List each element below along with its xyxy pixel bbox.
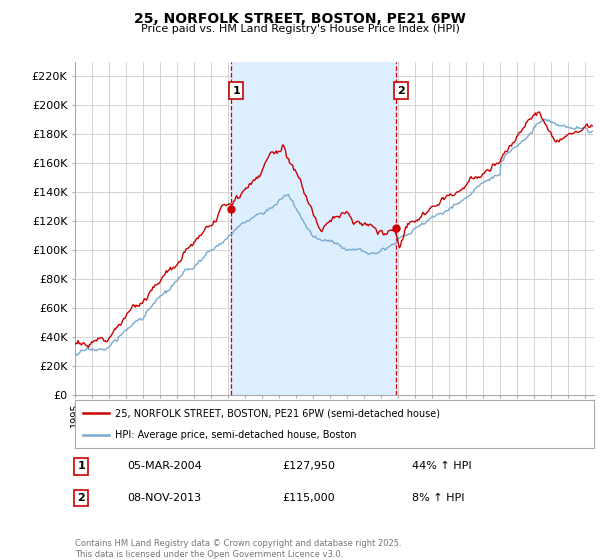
Bar: [231, 62, 396, 395]
Text: 08-NOV-2013: 08-NOV-2013: [127, 493, 201, 503]
Text: 25, NORFOLK STREET, BOSTON, PE21 6PW (semi-detached house): 25, NORFOLK STREET, BOSTON, PE21 6PW (se…: [115, 408, 440, 418]
Text: 2: 2: [77, 493, 85, 503]
Text: 1: 1: [232, 86, 240, 96]
Text: 1: 1: [77, 461, 85, 472]
Text: Contains HM Land Registry data © Crown copyright and database right 2025.
This d: Contains HM Land Registry data © Crown c…: [75, 539, 401, 559]
Text: Price paid vs. HM Land Registry's House Price Index (HPI): Price paid vs. HM Land Registry's House …: [140, 24, 460, 34]
Text: 8% ↑ HPI: 8% ↑ HPI: [412, 493, 465, 503]
Text: HPI: Average price, semi-detached house, Boston: HPI: Average price, semi-detached house,…: [115, 430, 357, 440]
Text: 44% ↑ HPI: 44% ↑ HPI: [412, 461, 472, 472]
Text: 25, NORFOLK STREET, BOSTON, PE21 6PW: 25, NORFOLK STREET, BOSTON, PE21 6PW: [134, 12, 466, 26]
Text: 2: 2: [397, 86, 405, 96]
Text: 05-MAR-2004: 05-MAR-2004: [127, 461, 202, 472]
Text: £115,000: £115,000: [283, 493, 335, 503]
Text: £127,950: £127,950: [283, 461, 335, 472]
